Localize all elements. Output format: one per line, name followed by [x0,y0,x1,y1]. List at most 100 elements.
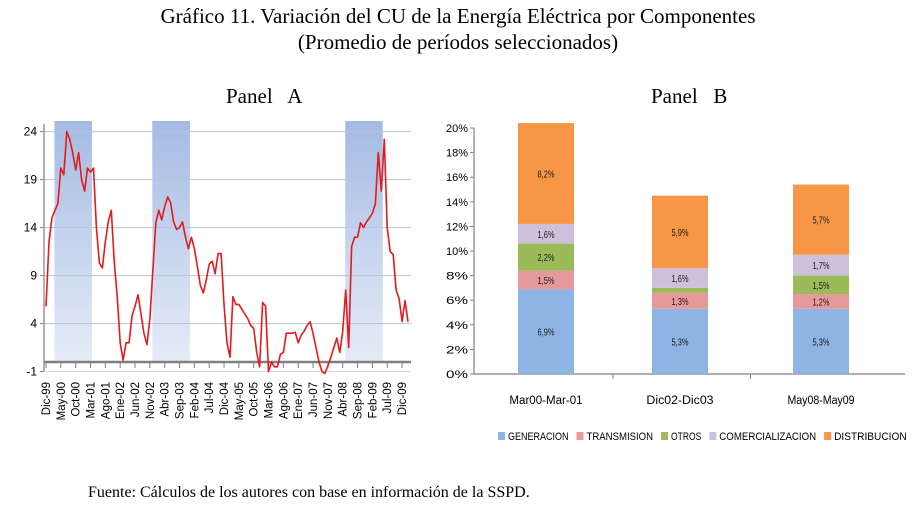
x-tick-label: May-05 [234,382,246,420]
x-category-label: Mar00-Mar-01 [509,395,582,407]
y-tick-label: 4% [446,320,468,332]
bar-segment-generacion [652,308,708,374]
legend-item-otros: OTROS [661,431,701,443]
legend-label: OTROS [671,431,701,443]
legend-item-comercializacion: COMERCIALIZACION [709,431,816,443]
bar-segment-distribucion [518,123,574,224]
x-tick-label: Sep-08 [353,382,365,419]
data-label: 5,3% [813,336,830,348]
x-tick-label: Jul-04 [204,381,216,413]
panel-b-stacked-bar-chart: 0% 2% 4% 6% 8% 10% 12% 14% 16% 18% 20% 6,9% 1,5% 2,2… [446,123,907,443]
y-tick-label: 20% [446,123,468,135]
bar-segment-distribucion [652,195,708,269]
legend-item-transmision: TRANSMISION [576,431,654,443]
y-tick-label: 24 [24,125,38,139]
x-tick-label: Oct-00 [71,382,83,417]
legend-item-distribucion: DISTRIBUCION [824,431,907,443]
data-label: 1,7% [813,260,830,272]
x-tick-label: Oct-05 [249,382,261,417]
x-tick-label: Abr-08 [338,382,350,417]
y-tick-label: 0% [446,369,468,381]
x-tick-label: Sep-03 [175,382,187,419]
y-tick-label: 16% [446,172,468,184]
x-tick-label: May-00 [56,382,68,420]
data-label: 1,6% [672,273,689,285]
legend-swatch [498,432,505,440]
data-label: 8,2% [538,169,555,181]
data-label: 5,7% [813,215,830,227]
shaded-period-3 [345,121,383,362]
x-category-label: Dic02-Dic03 [646,395,713,407]
bar-segment-transmision [518,270,574,290]
data-label: 1,5% [538,275,555,287]
y-tick-label: 19 [24,173,38,187]
x-tick-label: Jul-09 [382,382,394,413]
bar-segment-generacion [793,308,849,374]
y-tick-label: 8% [446,271,468,283]
figure-title: Gráfico 11. Variación del CU de la Energ… [160,4,756,28]
x-tick-label: Mar-01 [86,382,98,418]
y-tick-label: 4 [30,317,37,331]
y-tick-label: 6% [446,295,468,307]
bar-segment-transmision [652,292,708,309]
y-tick-label: 9 [30,269,37,283]
data-label: 1,2% [813,296,830,308]
legend-item-generacion: GENERACION [498,431,569,443]
bar-segment-comercializacion [793,254,849,276]
x-tick-label: Jun-02 [130,382,142,417]
x-tick-label: Jun-07 [308,382,320,417]
legend-swatch [709,432,717,440]
shaded-period-1 [54,121,93,362]
y-tick-label: 14% [446,197,468,209]
y-tick-label: 14 [24,221,38,235]
data-label: 2,2% [538,252,555,264]
y-tick-label: 2% [446,344,468,356]
series-line [45,130,409,375]
data-label: 1,6% [538,229,555,241]
data-label: 5,3% [672,336,689,348]
legend-label: COMERCIALIZACION [719,431,816,443]
figure-subtitle: (Promedio de períodos seleccionados) [297,30,619,54]
x-tick-label: Nov-07 [323,382,335,419]
bar-segment-generacion [518,289,574,374]
bar-stack-2: 5,3% 1,3% 1,6% 5,9% [652,195,708,374]
bar-segment-comercializacion [518,223,574,244]
bar-segment-otros [518,243,574,271]
y-tick-label: 12% [446,221,468,233]
legend-swatch [824,432,832,440]
x-category-label: May08-May09 [787,395,854,407]
panel-a-title: Panel A [226,84,303,108]
x-tick-label: Dic-04 [219,381,231,415]
x-tick-label: Ene-02 [115,382,127,419]
legend-label: DISTRIBUCION [834,431,907,443]
legend-label: TRANSMISION [587,431,654,443]
bar-segment-comercializacion [652,268,708,288]
legend-swatch [661,432,669,440]
y-tick-label: 10% [446,246,468,258]
bar-segment-otros [652,287,708,293]
panel-b-title: Panel B [651,84,728,108]
legend-swatch [576,432,584,440]
legend-label: GENERACION [508,431,569,443]
x-tick-label: Ago-01 [100,382,112,419]
x-tick-label: Nov-02 [145,382,157,419]
bar-stack-1: 6,9% 1,5% 2,2% 1,6% 8,2% [518,123,574,374]
data-label: 5,9% [672,227,689,239]
bar-stack-3: 5,3% 1,2% 1,5% 1,7% 5,7% [793,184,849,374]
shaded-period-2 [152,121,190,362]
x-tick-label: Mar-06 [264,382,276,418]
x-tick-label: Ago-06 [278,382,290,419]
y-tick-label: 18% [446,148,468,160]
bar-segment-transmision [793,294,849,309]
x-tick-label: Ene-07 [293,382,305,419]
x-tick-label: Feb-09 [367,382,379,418]
data-label: 1,5% [813,280,830,292]
data-label: 6,9% [538,327,555,339]
x-tick-label: Dic-99 [41,382,53,415]
source-note: Fuente: Cálculos de los autores con base… [88,484,530,501]
x-tick-label: Feb-04 [189,381,201,418]
bar-segment-otros [793,275,849,295]
y-tick-label: -1 [26,365,37,379]
data-label: 1,3% [672,296,689,308]
